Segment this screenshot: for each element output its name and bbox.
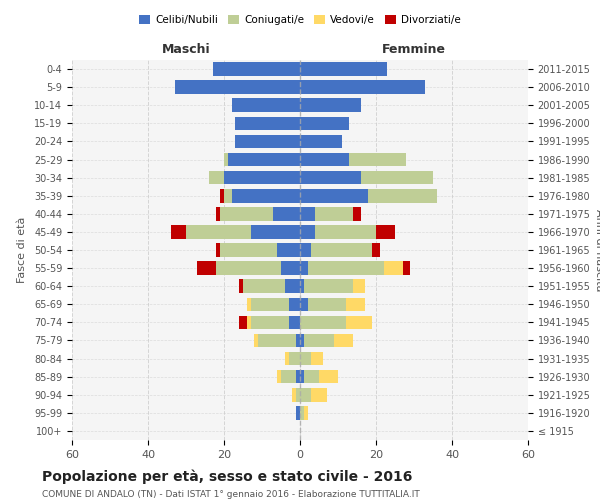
Bar xyxy=(300,406,304,419)
Bar xyxy=(232,98,300,112)
Bar xyxy=(300,316,346,329)
Bar xyxy=(285,280,300,293)
Bar xyxy=(300,370,304,384)
Bar xyxy=(239,316,247,329)
Text: COMUNE DI ANDALO (TN) - Dati ISTAT 1° gennaio 2016 - Elaborazione TUTTITALIA.IT: COMUNE DI ANDALO (TN) - Dati ISTAT 1° ge… xyxy=(42,490,420,499)
Text: Femmine: Femmine xyxy=(382,44,446,57)
Bar xyxy=(285,352,289,366)
Bar xyxy=(186,225,251,238)
Bar xyxy=(235,116,300,130)
Bar xyxy=(308,262,383,275)
Bar xyxy=(376,225,395,238)
Bar xyxy=(277,370,281,384)
Bar xyxy=(251,316,289,329)
Bar xyxy=(220,189,224,202)
Bar xyxy=(300,280,304,293)
Text: Popolazione per età, sesso e stato civile - 2016: Popolazione per età, sesso e stato civil… xyxy=(42,470,412,484)
Bar xyxy=(296,406,300,419)
Bar xyxy=(300,298,308,311)
Bar xyxy=(243,280,285,293)
Bar xyxy=(311,243,372,257)
Bar xyxy=(296,388,300,402)
Bar xyxy=(300,189,368,202)
Bar xyxy=(239,280,243,293)
Bar xyxy=(300,352,311,366)
Bar xyxy=(368,189,437,202)
Bar xyxy=(361,171,433,184)
Bar xyxy=(300,243,311,257)
Bar xyxy=(296,370,300,384)
Bar xyxy=(281,262,300,275)
Bar xyxy=(346,298,365,311)
Bar xyxy=(403,262,410,275)
Bar xyxy=(171,225,186,238)
Bar xyxy=(224,171,300,184)
Bar xyxy=(209,171,224,184)
Bar xyxy=(311,388,326,402)
Bar xyxy=(304,280,353,293)
Bar xyxy=(300,225,315,238)
Bar xyxy=(251,225,300,238)
Bar xyxy=(224,189,232,202)
Bar xyxy=(308,298,346,311)
Bar xyxy=(311,352,323,366)
Bar xyxy=(372,243,380,257)
Bar xyxy=(281,370,296,384)
Bar xyxy=(304,370,319,384)
Bar xyxy=(319,370,338,384)
Bar xyxy=(258,334,296,347)
Bar xyxy=(315,225,376,238)
Bar xyxy=(349,152,406,166)
Bar xyxy=(300,62,388,76)
Bar xyxy=(277,243,300,257)
Bar xyxy=(220,207,274,220)
Bar xyxy=(300,134,342,148)
Bar xyxy=(254,334,258,347)
Bar xyxy=(296,334,300,347)
Text: Maschi: Maschi xyxy=(161,44,211,57)
Y-axis label: Anni di nascita: Anni di nascita xyxy=(595,209,600,291)
Legend: Celibi/Nubili, Coniugati/e, Vedovi/e, Divorziati/e: Celibi/Nubili, Coniugati/e, Vedovi/e, Di… xyxy=(135,10,465,29)
Bar xyxy=(289,316,300,329)
Bar xyxy=(315,207,353,220)
Bar xyxy=(289,298,300,311)
Y-axis label: Fasce di età: Fasce di età xyxy=(17,217,27,283)
Bar xyxy=(300,171,361,184)
Bar xyxy=(251,298,289,311)
Bar xyxy=(217,207,220,220)
Bar xyxy=(274,207,300,220)
Bar xyxy=(353,280,365,293)
Bar xyxy=(217,243,220,257)
Bar xyxy=(334,334,353,347)
Bar xyxy=(212,62,300,76)
Bar xyxy=(232,189,300,202)
Bar xyxy=(289,352,300,366)
Bar xyxy=(247,298,251,311)
Bar xyxy=(247,316,251,329)
Bar xyxy=(175,80,300,94)
Bar xyxy=(300,388,311,402)
Bar xyxy=(228,152,300,166)
Bar xyxy=(220,243,277,257)
Bar xyxy=(300,80,425,94)
Bar xyxy=(300,116,349,130)
Bar xyxy=(300,152,349,166)
Bar xyxy=(235,134,300,148)
Bar xyxy=(304,334,334,347)
Bar xyxy=(224,152,228,166)
Bar xyxy=(292,388,296,402)
Bar xyxy=(300,207,315,220)
Bar xyxy=(353,207,361,220)
Bar xyxy=(300,98,361,112)
Bar xyxy=(197,262,217,275)
Bar xyxy=(383,262,403,275)
Bar xyxy=(346,316,372,329)
Bar xyxy=(300,262,308,275)
Bar xyxy=(300,334,304,347)
Bar xyxy=(304,406,308,419)
Bar xyxy=(217,262,281,275)
